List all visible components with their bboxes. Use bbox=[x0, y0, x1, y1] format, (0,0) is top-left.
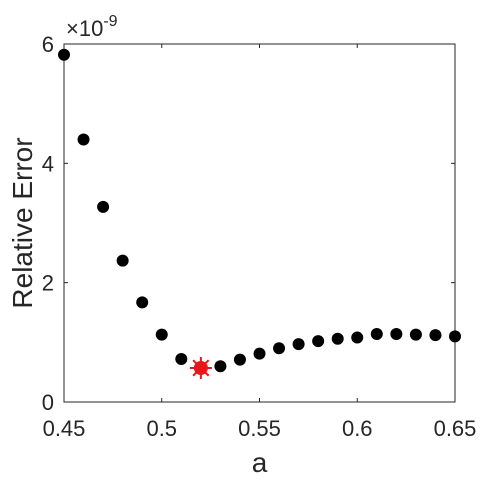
data-point bbox=[312, 335, 325, 348]
x-axis-label: a bbox=[252, 447, 268, 478]
data-point bbox=[214, 360, 227, 373]
y-exponent-power: -9 bbox=[103, 13, 117, 30]
data-point bbox=[292, 338, 305, 351]
x-tick-label: 0.45 bbox=[43, 416, 86, 441]
y-tick-label: 2 bbox=[42, 271, 54, 296]
data-point bbox=[449, 330, 461, 343]
data-point bbox=[331, 332, 344, 345]
x-tick-label: 0.55 bbox=[238, 416, 281, 441]
y-exponent-base: ×10 bbox=[66, 16, 103, 41]
data-point bbox=[390, 327, 403, 340]
y-axis-ticks: 0 2 4 6 bbox=[42, 32, 455, 415]
highlight-point bbox=[189, 356, 212, 379]
data-point bbox=[370, 327, 383, 340]
data-point bbox=[77, 133, 90, 146]
data-point bbox=[233, 353, 246, 366]
x-tick-label: 0.65 bbox=[434, 416, 477, 441]
data-point bbox=[253, 347, 266, 360]
x-tick-label: 0.6 bbox=[342, 416, 373, 441]
data-point bbox=[97, 200, 110, 213]
y-axis-label: Relative Error bbox=[7, 137, 38, 308]
data-point bbox=[155, 328, 168, 341]
data-point bbox=[116, 254, 129, 267]
y-exponent-label: ×10-9 bbox=[66, 13, 118, 41]
x-tick-label: 0.5 bbox=[146, 416, 177, 441]
y-tick-label: 0 bbox=[42, 390, 54, 415]
data-point bbox=[273, 342, 286, 355]
data-point bbox=[175, 353, 188, 366]
data-point bbox=[58, 48, 70, 61]
data-points bbox=[58, 48, 461, 379]
data-point bbox=[351, 331, 364, 344]
highlight-point-dot bbox=[193, 360, 208, 375]
y-tick-label: 4 bbox=[42, 151, 54, 176]
x-axis-ticks: 0.45 0.5 0.55 0.6 0.65 bbox=[43, 44, 477, 441]
data-point bbox=[409, 328, 422, 341]
y-tick-label: 6 bbox=[42, 32, 54, 57]
data-point bbox=[429, 329, 442, 342]
data-point bbox=[136, 296, 149, 309]
